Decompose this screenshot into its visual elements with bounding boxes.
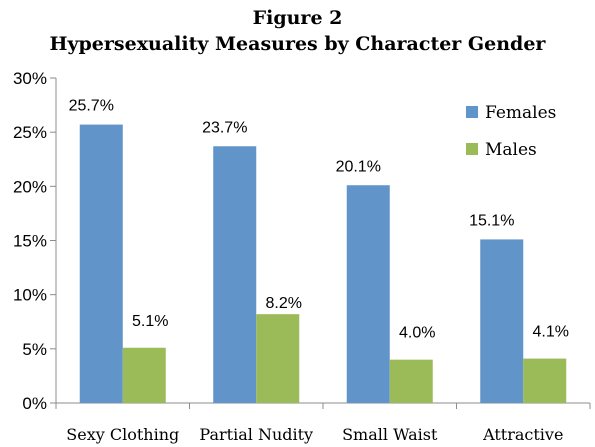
data-label-males-2: 8.2%: [266, 295, 302, 312]
chart-subtitle: Hypersexuality Measures by Character Gen…: [49, 33, 546, 55]
data-label-males-1: 5.1%: [132, 313, 168, 330]
data-label-females-4: 15.1%: [469, 212, 514, 229]
data-label-females-3: 20.1%: [336, 158, 381, 175]
legend-label-females: Females: [485, 103, 556, 123]
bar-males-2: [256, 314, 300, 403]
legend-label-males: Males: [485, 140, 537, 160]
y-tick-label: 20%: [13, 177, 47, 196]
y-tick-label: 25%: [13, 123, 47, 142]
y-tick-label: 15%: [13, 232, 47, 251]
bar-males-3: [389, 359, 433, 403]
y-tick-label: 0%: [22, 394, 47, 413]
category-label: Small Waist: [342, 425, 438, 444]
bar-males-4: [523, 358, 567, 403]
bar-females-1: [79, 124, 123, 403]
category-label: Partial Nudity: [199, 425, 313, 444]
category-label: Sexy Clothing: [66, 425, 179, 444]
bar-females-2: [213, 146, 257, 403]
y-tick-label: 10%: [13, 286, 47, 305]
bar-males-1: [122, 347, 166, 403]
data-label-males-3: 4.0%: [399, 325, 435, 342]
legend-swatch-females: [466, 106, 478, 118]
data-label-males-4: 4.1%: [533, 324, 569, 341]
category-label: Attractive: [482, 425, 563, 444]
data-label-females-1: 25.7%: [69, 98, 114, 115]
y-tick-label: 30%: [13, 69, 47, 88]
chart-title: Figure 2: [252, 7, 343, 29]
bar-females-4: [480, 239, 524, 403]
bar-females-3: [346, 185, 390, 403]
y-tick-label: 5%: [22, 340, 47, 359]
data-label-females-2: 23.7%: [202, 119, 247, 136]
legend-swatch-males: [466, 143, 478, 155]
